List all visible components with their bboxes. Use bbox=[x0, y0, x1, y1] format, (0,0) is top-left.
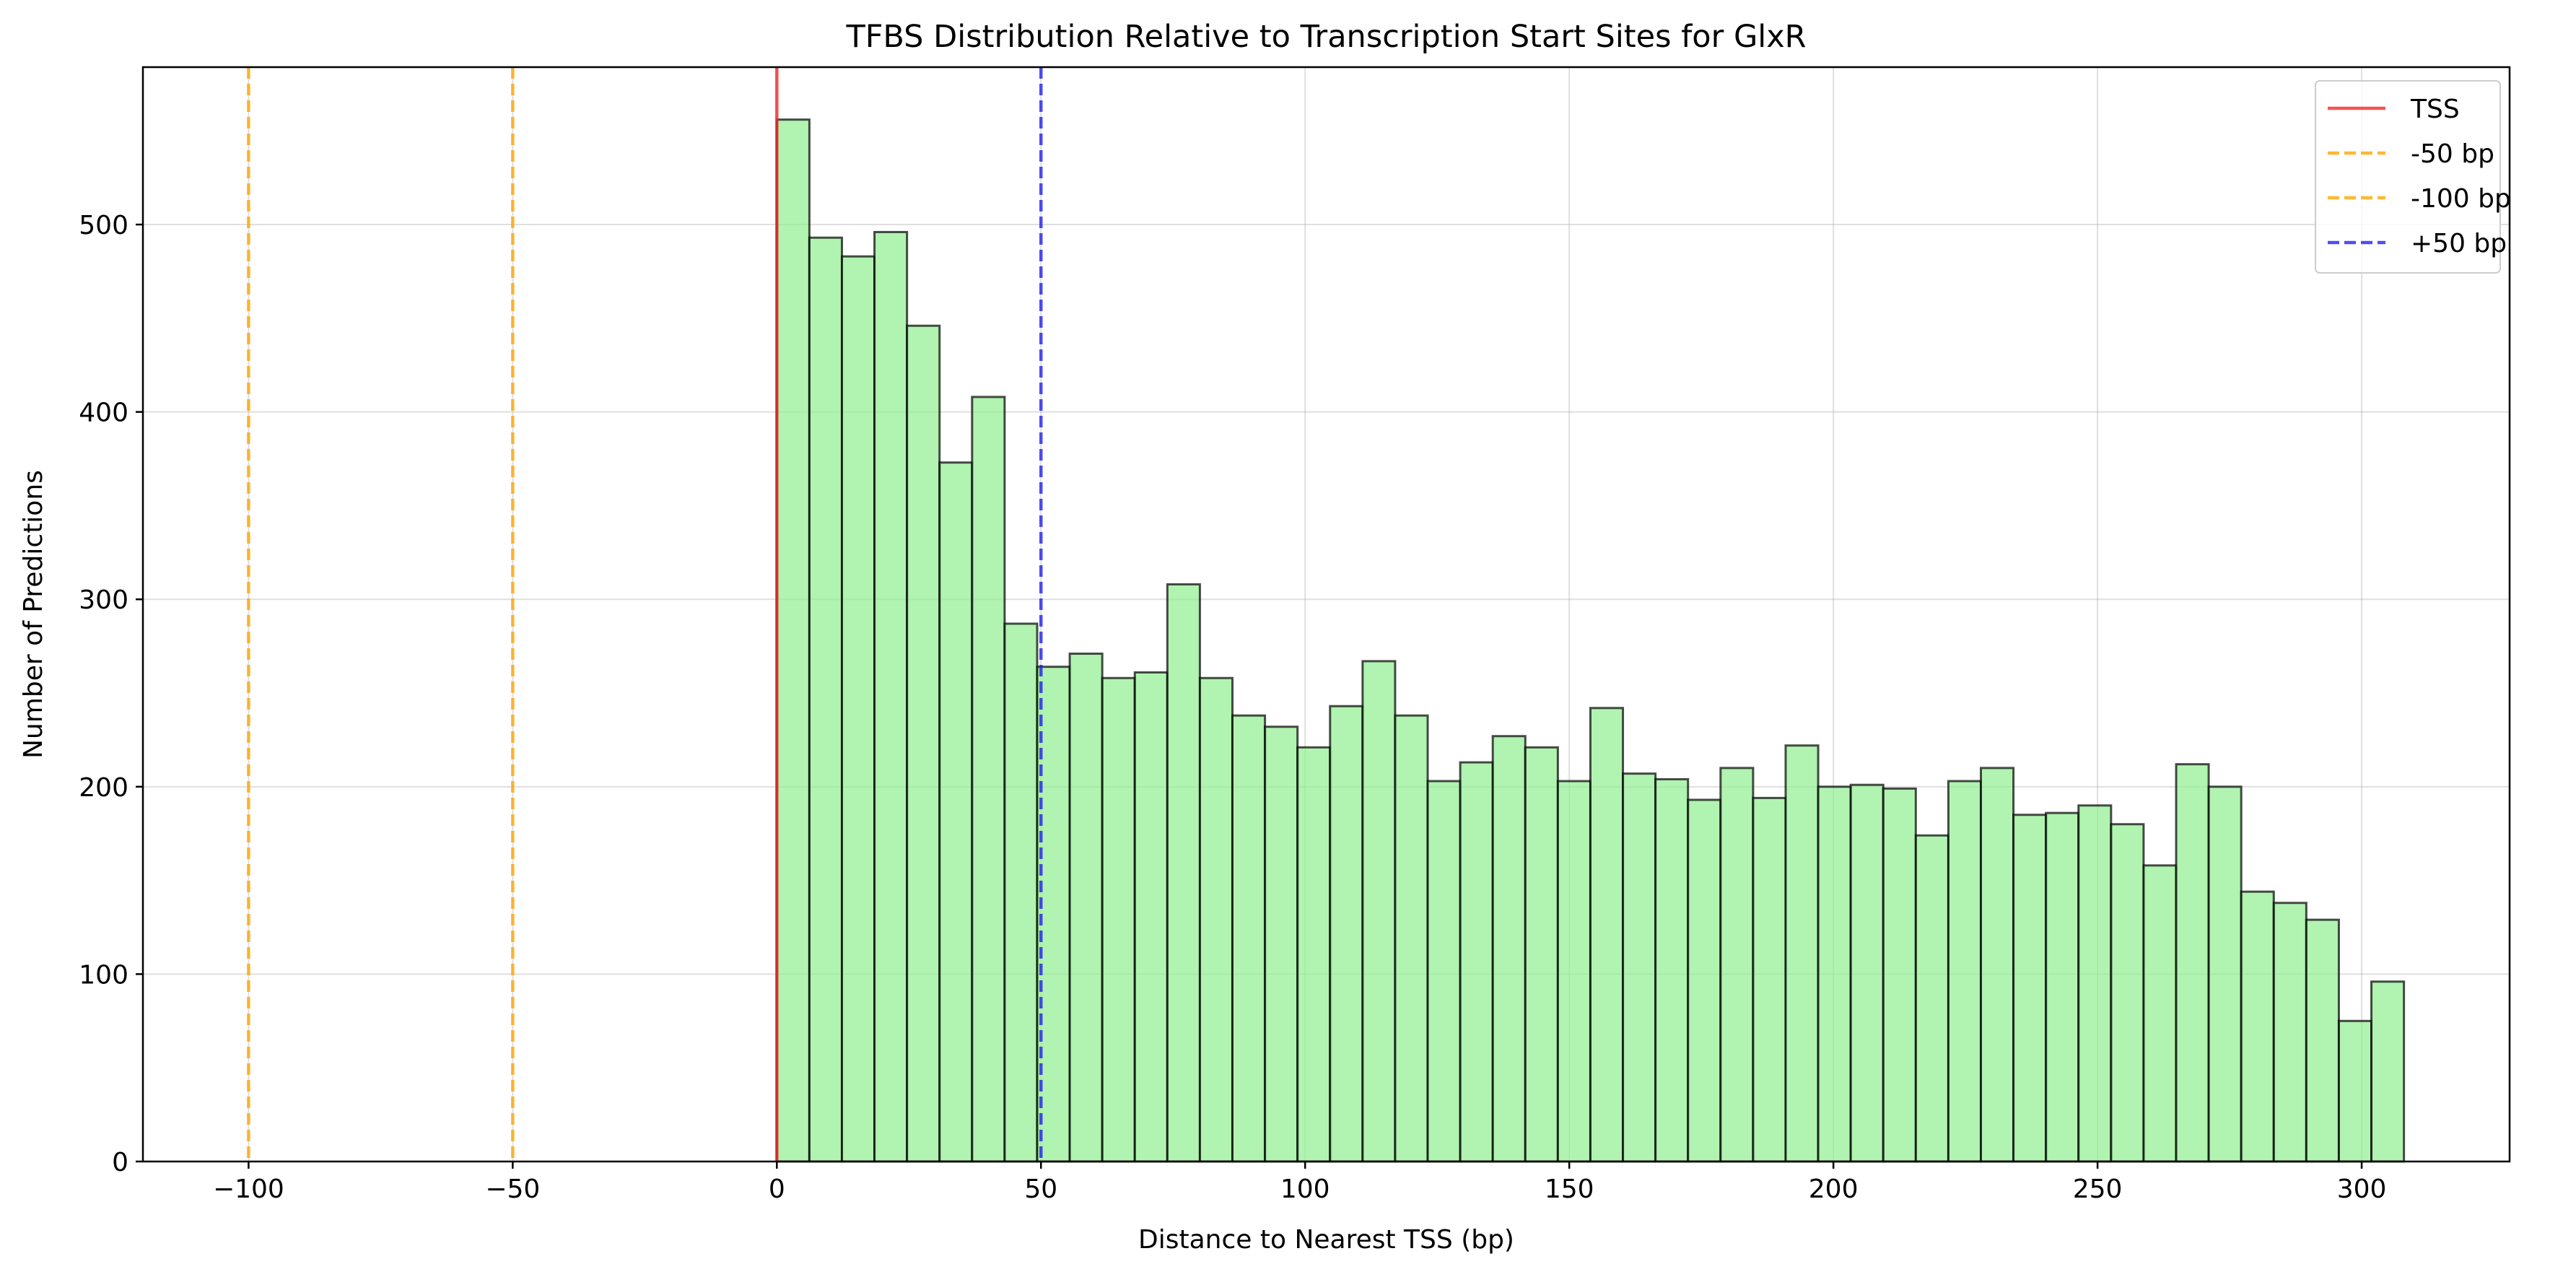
y-axis-label: Number of Predictions bbox=[19, 470, 48, 759]
histogram-bar bbox=[1133, 671, 1169, 1163]
legend-label: -50 bp bbox=[2411, 139, 2494, 169]
histogram-bar bbox=[2175, 763, 2210, 1163]
histogram-bar bbox=[873, 230, 909, 1163]
histogram-bar bbox=[1459, 761, 1494, 1163]
histogram-bar bbox=[2012, 814, 2048, 1163]
histogram-bar bbox=[906, 324, 941, 1163]
plot-frame bbox=[141, 66, 2511, 1163]
histogram-bar bbox=[2305, 918, 2340, 1163]
histogram-bar bbox=[2370, 980, 2406, 1163]
x-tick-label: −100 bbox=[213, 1174, 284, 1204]
histogram-bar bbox=[1101, 676, 1136, 1163]
reference-lines bbox=[247, 67, 1043, 1161]
histogram-bar bbox=[1817, 785, 1852, 1163]
histogram-bar bbox=[2272, 902, 2308, 1163]
legend-label: -100 bp bbox=[2411, 184, 2511, 214]
histogram-bar bbox=[1426, 780, 1462, 1163]
histogram-bar bbox=[1329, 705, 1364, 1163]
x-tick-label: 100 bbox=[1280, 1174, 1330, 1204]
x-tick-label: 250 bbox=[2073, 1174, 2123, 1204]
histogram-bar bbox=[1361, 660, 1397, 1163]
histogram-bar bbox=[971, 396, 1006, 1163]
histogram-bar bbox=[1784, 744, 1820, 1163]
histogram-bar bbox=[1524, 746, 1559, 1163]
histogram-bar bbox=[1979, 767, 2015, 1163]
histogram-bar bbox=[2110, 823, 2145, 1163]
histogram-bar bbox=[1068, 653, 1104, 1163]
histogram-bar bbox=[1849, 783, 1885, 1163]
histogram-bars bbox=[775, 118, 2406, 1163]
histogram-bar bbox=[1264, 725, 1299, 1163]
legend: TSS -50 bp -100 bp +50 bp bbox=[2315, 80, 2511, 274]
x-tick-label: 150 bbox=[1545, 1174, 1594, 1204]
x-tick-label: 300 bbox=[2337, 1174, 2387, 1204]
histogram-bar bbox=[1947, 780, 1982, 1163]
y-tick-label: 200 bbox=[79, 773, 128, 803]
histogram-bar bbox=[2077, 804, 2113, 1163]
y-tick-label: 0 bbox=[112, 1148, 128, 1177]
histogram-bar bbox=[1914, 834, 1950, 1163]
x-tick-label: 0 bbox=[769, 1174, 785, 1204]
histogram-bar bbox=[1003, 622, 1039, 1163]
histogram-bar bbox=[938, 461, 974, 1163]
histogram-bar bbox=[1589, 707, 1625, 1163]
legend-box bbox=[2315, 80, 2501, 274]
x-tick-label: 200 bbox=[1809, 1174, 1859, 1204]
histogram-bar bbox=[1296, 746, 1332, 1163]
axis-ticks: −100 −50 0 50 100 150 200 250 300 0 100 200 300 400 50… bbox=[79, 211, 2386, 1204]
x-tick-label: 50 bbox=[1024, 1174, 1057, 1204]
histogram-bar bbox=[808, 236, 843, 1163]
histogram-bar bbox=[1166, 583, 1201, 1163]
x-axis-label: Distance to Nearest TSS (bp) bbox=[1138, 1225, 1514, 1255]
histogram-bar bbox=[2207, 785, 2243, 1163]
histogram-bar bbox=[840, 255, 876, 1163]
histogram-bar bbox=[1394, 714, 1429, 1163]
y-tick-label: 100 bbox=[79, 960, 128, 990]
histogram-bar bbox=[1654, 777, 1690, 1163]
y-tick-label: 500 bbox=[79, 211, 128, 240]
legend-label: +50 bp bbox=[2411, 229, 2507, 258]
histogram-bar bbox=[1882, 787, 1917, 1163]
histogram-bar bbox=[2142, 864, 2178, 1163]
histogram-bar bbox=[1198, 676, 1234, 1163]
histogram-bar bbox=[1752, 796, 1787, 1163]
chart-title: TFBS Distribution Relative to Transcript… bbox=[845, 19, 1806, 55]
histogram-bar bbox=[1687, 798, 1722, 1163]
y-tick-label: 400 bbox=[79, 398, 128, 428]
histogram-bar bbox=[2045, 811, 2080, 1163]
histogram-bar bbox=[1719, 767, 1755, 1163]
legend-label: TSS bbox=[2410, 95, 2460, 124]
histogram-bar bbox=[1556, 780, 1592, 1163]
histogram-bar bbox=[1622, 772, 1657, 1163]
histogram-bar bbox=[1491, 735, 1527, 1163]
histogram-bar bbox=[2337, 1019, 2373, 1163]
y-tick-label: 300 bbox=[79, 585, 128, 615]
histogram-bar bbox=[1231, 714, 1267, 1163]
histogram-bar bbox=[2240, 890, 2275, 1163]
histogram-bar bbox=[775, 118, 811, 1163]
x-tick-label: −50 bbox=[485, 1174, 540, 1204]
